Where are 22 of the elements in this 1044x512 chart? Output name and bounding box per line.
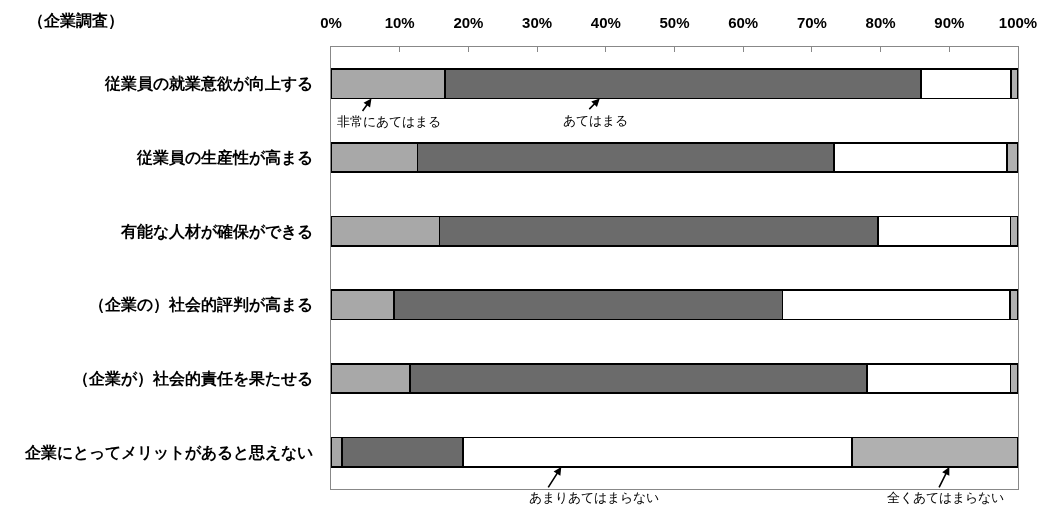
legend-label: 非常にあてはまる <box>337 114 441 129</box>
legend-label: あてはまる <box>563 113 628 128</box>
x-tick-label: 80% <box>865 13 896 31</box>
y-tick-label: 有能な人材が確保ができる <box>119 221 313 241</box>
text: （企業調査） <box>28 10 124 30</box>
legend-label: あまりあてはまらない <box>529 490 659 505</box>
y-tick-label: （企業の）社会的評判が高まる <box>88 295 313 315</box>
y-tick-label: （企業が）社会的責任を果たせる <box>72 369 313 389</box>
x-tick-label: 60% <box>728 13 759 31</box>
x-tick-label: 90% <box>934 13 965 31</box>
legend-label: 全くあてはまらない <box>887 490 1004 505</box>
x-tick-label: 30% <box>522 13 553 31</box>
x-tick-label: 100% <box>998 13 1038 31</box>
y-tick-label: 企業にとってメリットがあると思えない <box>23 442 313 462</box>
y-tick-label: 従業員の生産性が高まる <box>135 148 313 168</box>
x-tick-label: 40% <box>590 13 621 31</box>
x-tick-label: 20% <box>453 13 484 31</box>
x-tick-label: 50% <box>659 13 690 31</box>
x-tick-label: 10% <box>384 13 415 31</box>
y-tick-label: 従業員の就業意欲が向上する <box>103 74 313 94</box>
x-tick-label: 0% <box>320 13 342 31</box>
x-tick-label: 70% <box>796 13 827 31</box>
